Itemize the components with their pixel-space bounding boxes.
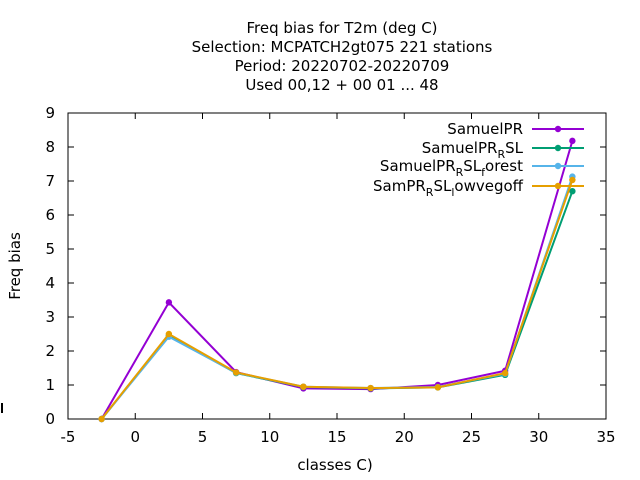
data-point xyxy=(300,383,307,390)
legend-label: SamPRRSLlowvegoff xyxy=(373,177,524,199)
y-tick-label: 6 xyxy=(45,206,55,224)
y-tick-label: 8 xyxy=(45,138,55,156)
y-tick-label: 7 xyxy=(45,172,55,190)
series-line xyxy=(100,176,574,420)
data-point xyxy=(98,415,105,423)
y-tick-label: 3 xyxy=(45,308,55,326)
x-tick-label: 5 xyxy=(198,428,208,446)
series-layer xyxy=(98,137,576,423)
plot-frame xyxy=(67,112,607,420)
data-point xyxy=(569,137,576,145)
axis-ticks: -5 0 5 10 15 20 25 30 35 0 1 2 3 4 5 6 7 8 9 xyxy=(45,104,615,446)
y-tick-label: 1 xyxy=(45,376,55,394)
legend: SamuelPRSamuelPRRSLSamuelPRRSLforestSamP… xyxy=(373,120,584,199)
x-tick-label: 20 xyxy=(395,428,414,446)
y-tick-label: 5 xyxy=(45,240,55,258)
legend-swatch-point xyxy=(554,144,562,152)
data-point xyxy=(232,369,240,376)
chart-title: Freq bias for T2m (deg C) Selection: MCP… xyxy=(192,19,493,94)
legend-swatch-point xyxy=(554,162,562,170)
legend-swatch-point xyxy=(554,125,562,133)
data-point xyxy=(569,176,576,184)
x-tick-label: 15 xyxy=(327,428,346,446)
data-point xyxy=(165,299,173,306)
y-tick-label: 9 xyxy=(45,104,55,122)
y-tick-label: 4 xyxy=(45,274,55,292)
legend-label: SamuelPRRSL xyxy=(422,139,524,161)
title-line-3: Period: 20220702-20220709 xyxy=(235,57,450,75)
x-tick-label: 10 xyxy=(260,428,279,446)
legend-label: SamuelPRRSLforest xyxy=(380,157,523,179)
data-point xyxy=(434,384,442,391)
data-point xyxy=(367,384,374,392)
data-point xyxy=(501,369,509,377)
title-line-1: Freq bias for T2m (deg C) xyxy=(246,19,437,37)
title-line-4: Used 00,12 + 00 01 ... 48 xyxy=(245,76,438,94)
x-tick-label: 35 xyxy=(596,428,615,446)
x-tick-label: 0 xyxy=(130,428,140,446)
y-axis-label: Freq bias xyxy=(6,232,24,300)
x-tick-label: 30 xyxy=(529,428,548,446)
legend-swatch-point xyxy=(554,182,562,190)
x-axis-label: classes C) xyxy=(297,456,372,474)
series-3 xyxy=(98,173,576,423)
data-point xyxy=(569,188,576,195)
legend-label: SamuelPR xyxy=(447,120,523,138)
x-tick-label: 25 xyxy=(462,428,481,446)
y-tick-label: 2 xyxy=(45,342,55,360)
title-line-2: Selection: MCPATCH2gt075 221 stations xyxy=(192,38,493,56)
series-line xyxy=(100,179,574,420)
x-tick-label: -5 xyxy=(61,428,76,446)
data-point xyxy=(165,330,173,338)
series-line xyxy=(100,140,574,420)
series-4 xyxy=(98,176,576,423)
y-tick-label: 0 xyxy=(45,410,55,428)
